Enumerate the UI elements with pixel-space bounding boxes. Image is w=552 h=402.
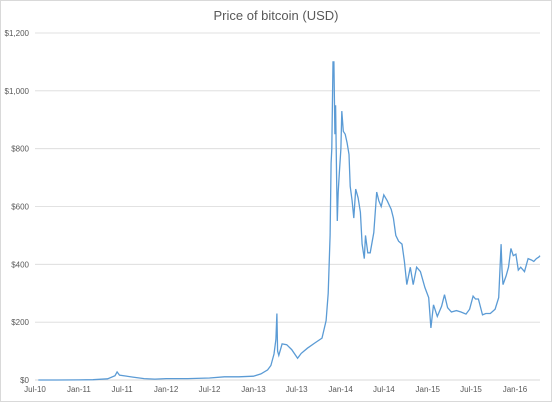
y-tick-label: $0 [20,376,29,385]
x-tick-label: Jul-12 [199,385,221,394]
y-tick-label: $800 [11,145,29,154]
x-axis-tick-labels: Jul-10 Jan-11 Jul-11 Jan-12 Jul-12 Jan-13 Jul-… [24,385,528,394]
x-tick-label: Jan-16 [503,385,528,394]
y-axis-tick-labels: $0 $200 $400 $600 $800 $1,000 $1,200 [5,29,30,385]
chart-title: Price of bitcoin (USD) [213,8,339,23]
y-tick-label: $1,200 [5,29,30,38]
gridlines [35,32,540,323]
y-tick-label: $600 [11,203,29,212]
x-tick-label: Jul-15 [460,385,482,394]
x-tick-label: Jul-11 [112,385,134,394]
x-tick-label: Jan-12 [154,385,179,394]
y-tick-label: $1,000 [5,87,30,96]
x-tick-label: Jan-15 [416,385,441,394]
x-tick-label: Jul-10 [24,385,46,394]
y-tick-label: $200 [11,318,29,327]
price-series-line [38,61,541,381]
y-tick-label: $400 [11,260,29,269]
x-tick-label: Jul-14 [373,385,395,394]
x-tick-label: Jul-13 [286,385,308,394]
x-tick-label: Jan-14 [328,385,353,394]
x-tick-label: Jan-11 [67,385,91,394]
x-tick-label: Jan-13 [241,385,266,394]
